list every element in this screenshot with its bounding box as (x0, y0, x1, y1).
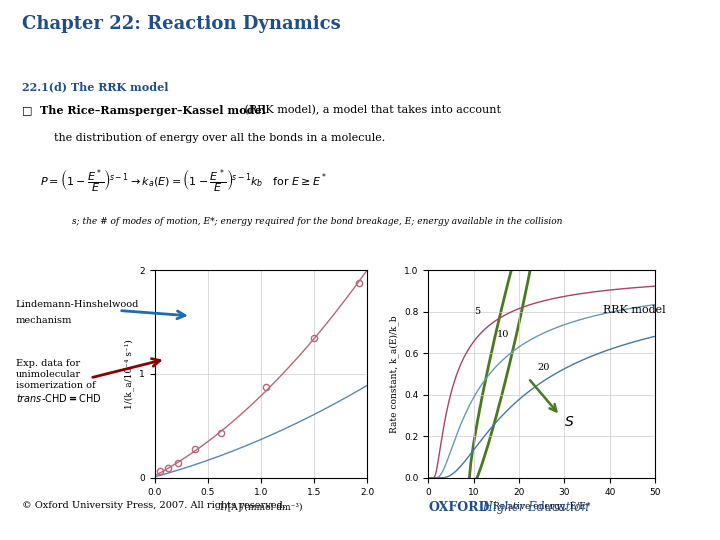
X-axis label: Relative energy, E/E*: Relative energy, E/E* (493, 502, 590, 511)
Text: © Oxford University Press, 2007. All rights reserved.: © Oxford University Press, 2007. All rig… (22, 501, 285, 510)
Text: isomerization of: isomerization of (16, 381, 96, 390)
Text: 22.1(d) The RRK model: 22.1(d) The RRK model (22, 81, 168, 92)
Text: 20: 20 (537, 363, 549, 372)
Text: s; the # of modes of motion, E*; energy required for the bond breakage, E; energ: s; the # of modes of motion, E*; energy … (72, 217, 562, 226)
Text: $P = \left(1 - \dfrac{E^*}{E}\right)^{\!s-1}$$\rightarrow k_a(E) = \left(1 - \df: $P = \left(1 - \dfrac{E^*}{E}\right)^{\!… (40, 167, 327, 194)
Text: unimolecular: unimolecular (16, 370, 81, 379)
Text: mechanism: mechanism (16, 316, 72, 325)
Y-axis label: Rate constant, k_a(E)/k_b: Rate constant, k_a(E)/k_b (389, 315, 399, 433)
Text: Chapter 22: Reaction Dynamics: Chapter 22: Reaction Dynamics (22, 15, 341, 32)
X-axis label: 1/[A]/(mmol dm⁻³): 1/[A]/(mmol dm⁻³) (220, 502, 302, 511)
Y-axis label: 1/(k_a/10⁻⁴ s⁻¹): 1/(k_a/10⁻⁴ s⁻¹) (124, 339, 134, 409)
Text: RRK model: RRK model (603, 305, 666, 315)
Text: OXFORD: OXFORD (428, 501, 490, 514)
Text: Exp. data for: Exp. data for (16, 359, 80, 368)
Text: Lindemann-Hinshelwood: Lindemann-Hinshelwood (16, 300, 139, 309)
Text: (RRK model), a model that takes into account: (RRK model), a model that takes into acc… (241, 105, 501, 116)
Text: $\mathit{S}$: $\mathit{S}$ (564, 415, 575, 429)
Text: $\mathit{trans}$-CHD$\mathbf{=}$CHD: $\mathit{trans}$-CHD$\mathbf{=}$CHD (16, 392, 102, 403)
Text: Higher Education: Higher Education (479, 501, 589, 514)
Text: 5: 5 (474, 307, 480, 316)
Text: The Rice–Ramsperger–Kassel model: The Rice–Ramsperger–Kassel model (40, 105, 266, 116)
Text: 10: 10 (496, 329, 509, 339)
Text: the distribution of energy over all the bonds in a molecule.: the distribution of energy over all the … (54, 133, 385, 143)
Text: □: □ (22, 105, 32, 115)
